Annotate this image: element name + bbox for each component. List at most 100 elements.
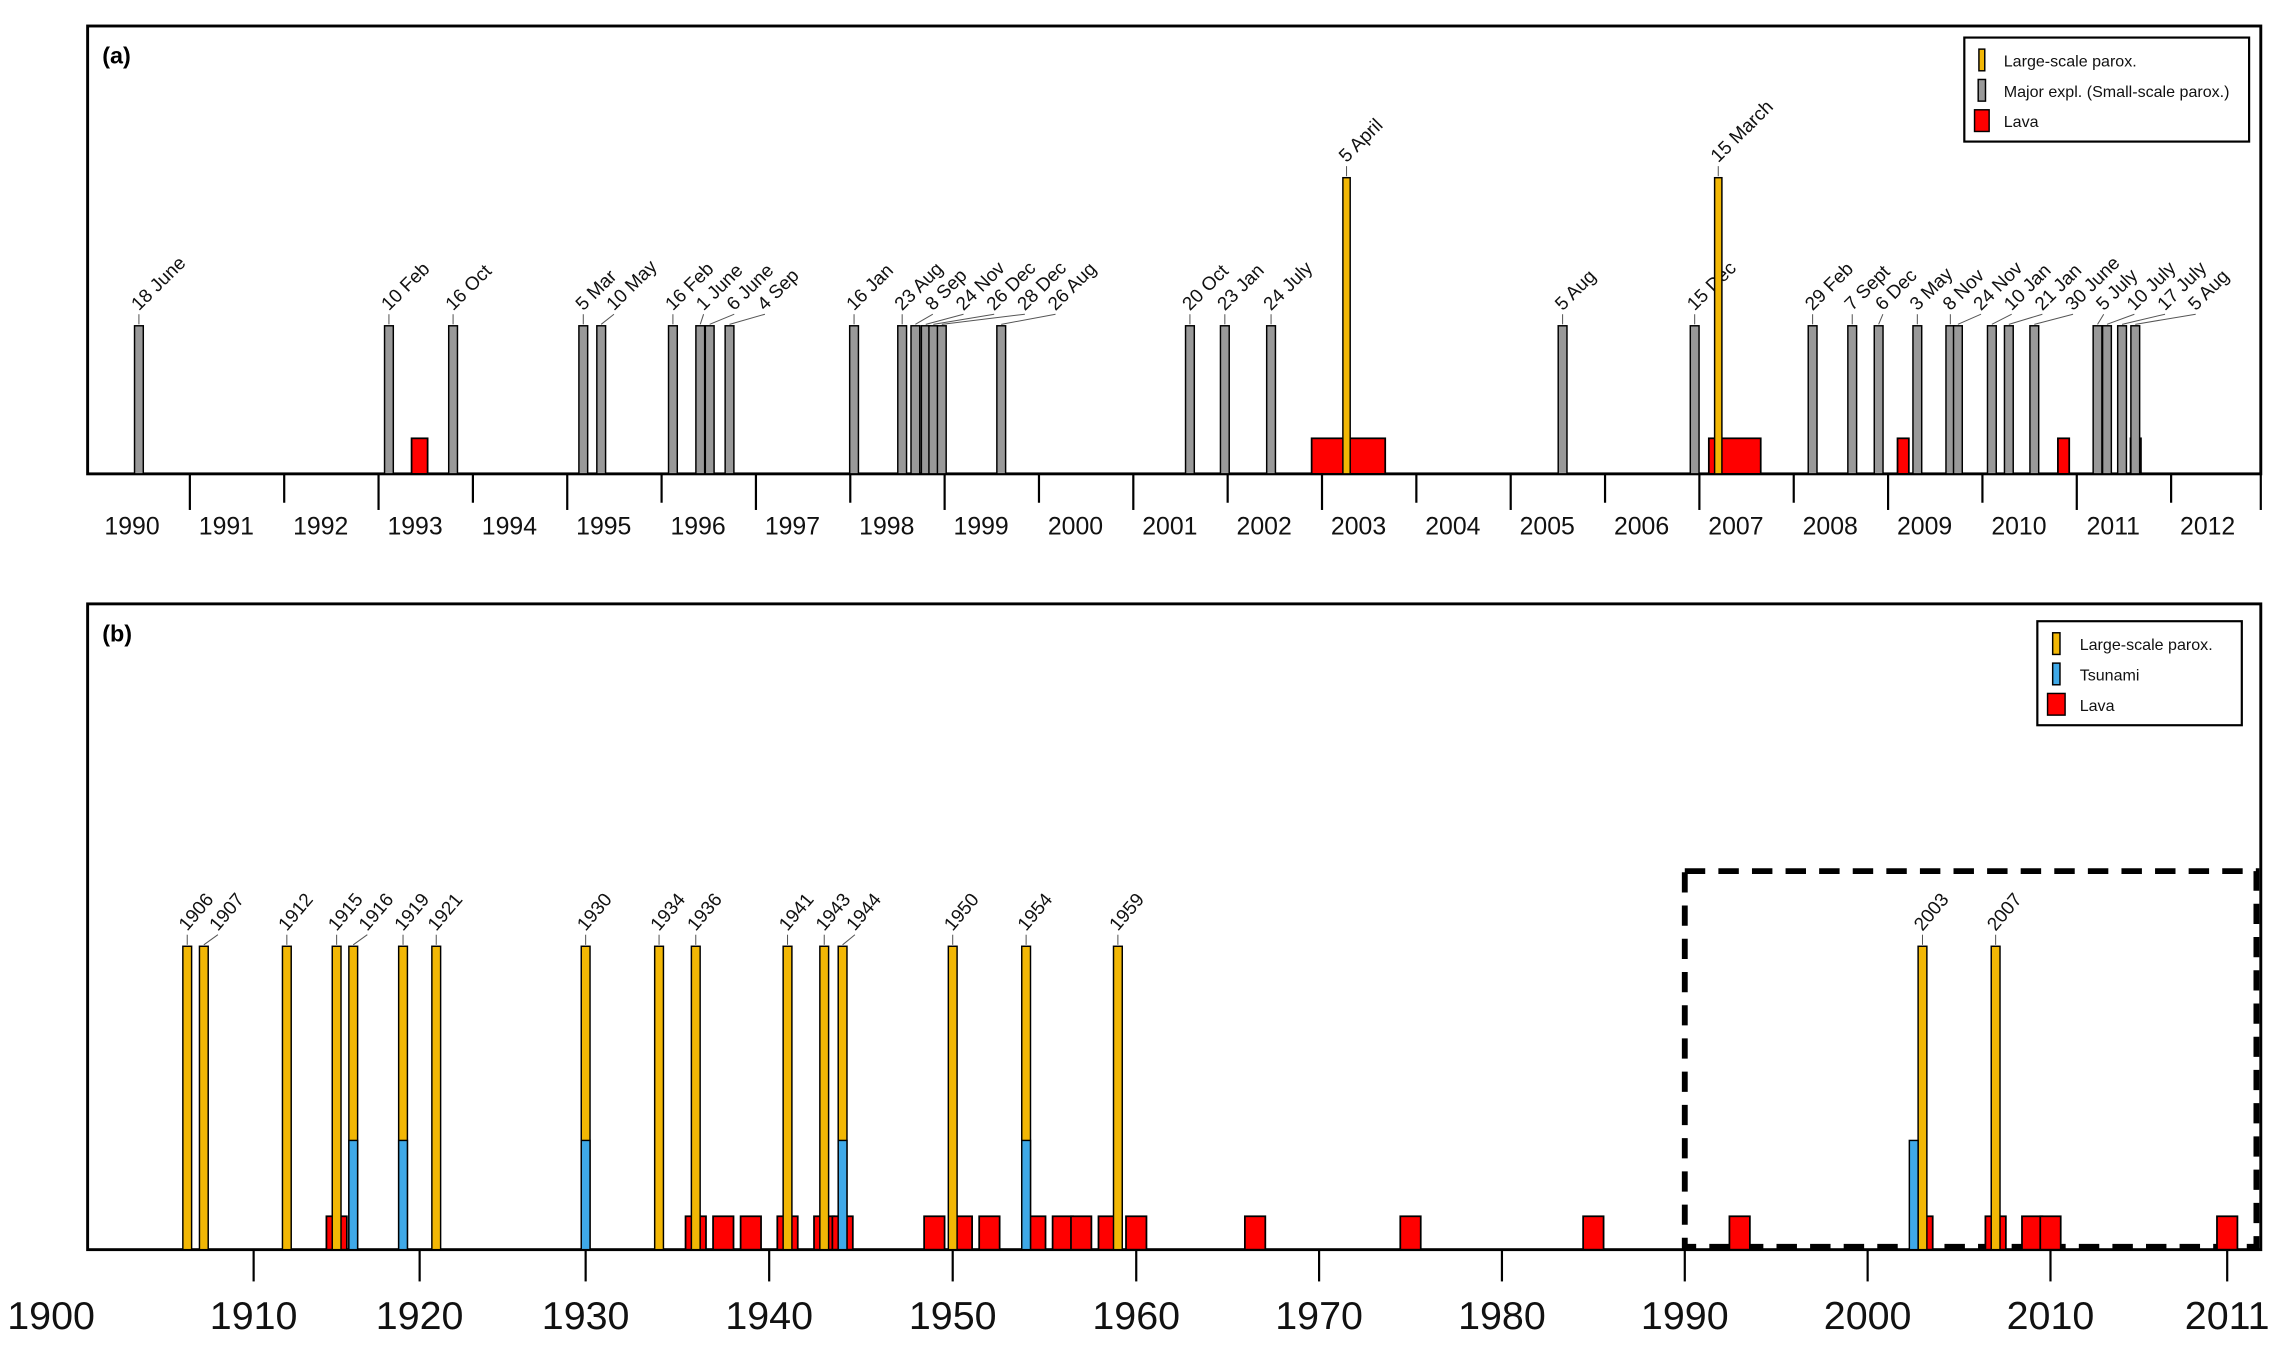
x-tick-label: 2004 (1425, 514, 1480, 541)
x-tick-label: 1930 (542, 1295, 630, 1338)
x-tick-label: 2008 (1803, 514, 1858, 541)
major-explosion-bar (695, 325, 706, 475)
x-tick-label: 1900 (7, 1295, 95, 1338)
highlight-box-1990-2011 (1681, 868, 2260, 1250)
lava-bar (1399, 1215, 1422, 1251)
large-paroxysm-bar (947, 945, 958, 1251)
x-tick-label: 2010 (1991, 514, 2046, 541)
lava-bar (1728, 1215, 1751, 1251)
label-leader-line (1001, 313, 1056, 325)
x-tick-label: 1960 (1092, 1295, 1180, 1338)
x-tick-label: 1999 (954, 514, 1009, 541)
tsunami-bar (1908, 1139, 1919, 1251)
major-explosion-bar (667, 325, 679, 475)
large-paroxysm-bar (690, 945, 701, 1251)
legend-frame (2036, 620, 2243, 727)
x-tick-label: 1990 (1641, 1295, 1729, 1338)
year-label: 2007 (1983, 890, 2026, 935)
lava-bar (2021, 1215, 2044, 1251)
lava-bar (1125, 1215, 1148, 1251)
major-explosion-bar (1807, 325, 1818, 475)
major-explosion-bar (1689, 325, 1700, 475)
major-explosion-bar (1265, 325, 1277, 475)
x-tick-label: 1994 (482, 514, 537, 541)
year-label: 1934 (647, 890, 690, 935)
panel-b-label: (b) (102, 621, 132, 647)
major-explosion-bar (447, 325, 459, 475)
large-paroxysm-bar (182, 945, 193, 1251)
legend-label: Lava (2080, 698, 2115, 715)
major-explosion-bar (936, 325, 947, 475)
legend-label: Large-scale parox. (2004, 54, 2137, 71)
label-leader-line (941, 313, 1025, 325)
label-leader-line (2135, 313, 2196, 325)
event-date-label: 15 March (1707, 97, 1778, 167)
legend-a: Large-scale parox. Major expl. (Small-sca… (1963, 36, 2251, 143)
year-label: 1944 (843, 890, 886, 935)
event-date-label: 10 Feb (378, 259, 435, 315)
major-explosion-bar (1952, 325, 1964, 475)
label-leader-line (1991, 313, 2012, 325)
lava-bar (1070, 1215, 1093, 1251)
x-tick-label: 2001 (1142, 514, 1197, 541)
legend-label: Large-scale parox. (2080, 637, 2213, 654)
x-tick-label: 2006 (1614, 514, 1669, 541)
large-paroxysm-bar (281, 945, 292, 1251)
panel-a: (a) 1990 1991 1992 1993 1994 1995 1996 1997 1998… (86, 24, 2263, 541)
year-label: 1907 (206, 890, 249, 935)
x-tick-label: 1996 (670, 514, 725, 541)
major-explosion-bar (596, 325, 607, 475)
tsunami-bar (837, 1139, 848, 1251)
year-label: 1954 (1014, 890, 1057, 935)
lava-period-bar (410, 437, 429, 475)
large-paroxysm-bar (331, 945, 342, 1251)
tsunami-bar (397, 1139, 409, 1251)
x-tick-label: 1920 (376, 1295, 464, 1338)
large-paroxysm-bar (1342, 176, 1351, 475)
legend-swatch-major-explosion (1977, 78, 1987, 102)
major-explosion-bar (383, 325, 395, 475)
x-tick-label: 2000 (1048, 514, 1103, 541)
lava-bar (2039, 1215, 2062, 1251)
major-explosion-bar (724, 325, 735, 475)
major-explosion-bar (2029, 325, 2040, 475)
x-tick-label: 1980 (1458, 1295, 1546, 1338)
x-tick-label: 2012 (2180, 514, 2235, 541)
event-date-label: 15 Dec (1683, 258, 1740, 315)
event-date-label: 5 April (1335, 115, 1387, 167)
major-explosion-bar (2130, 325, 2141, 475)
lava-period-bar (1896, 437, 1910, 475)
lava-bar (978, 1215, 1001, 1251)
legend-b: Large-scale parox. Tsunami Lava (2036, 620, 2243, 727)
lava-bar (1243, 1215, 1267, 1251)
x-tick-label: 2011 (2185, 1295, 2270, 1338)
x-tick-label: 2009 (1897, 514, 1952, 541)
tsunami-bar (1021, 1139, 1032, 1251)
label-leader-line (2034, 313, 2074, 325)
year-label: 2003 (1910, 890, 1953, 935)
legend-frame (1963, 36, 2251, 143)
event-date-label: 5 Aug (1551, 266, 1600, 315)
label-leader-line (842, 934, 856, 946)
major-explosion-bar (1557, 325, 1568, 475)
x-tick-label: 1993 (387, 514, 442, 541)
x-tick-label: 1995 (576, 514, 631, 541)
label-leader-line (2097, 313, 2105, 325)
major-explosion-bar (1912, 325, 1923, 475)
major-explosion-bar (1986, 325, 1997, 475)
major-explosion-bar (996, 325, 1007, 475)
year-label: 1941 (775, 890, 818, 935)
event-date-label: 16 Jan (843, 260, 898, 315)
label-leader-line (729, 313, 766, 325)
x-tick-label: 2011 (2087, 514, 2140, 541)
event-date-label: 16 Oct (442, 260, 497, 314)
legend-swatch-tsunami (2051, 662, 2061, 686)
label-leader-line (933, 313, 995, 325)
label-leader-line (2008, 313, 2043, 325)
lava-period-bar (2057, 437, 2071, 475)
x-tick-label: 1940 (725, 1295, 813, 1338)
large-paroxysm-bar (782, 945, 793, 1251)
major-explosion-bar (1219, 325, 1230, 475)
panel-b-frame (86, 602, 2263, 1252)
